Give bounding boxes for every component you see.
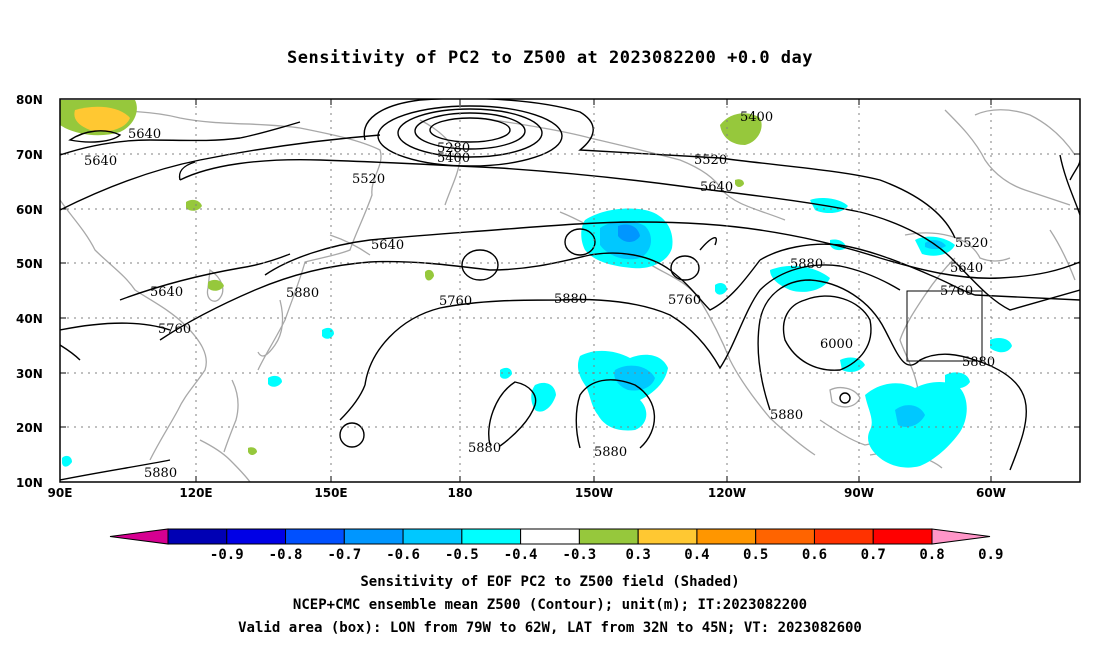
grid-lines xyxy=(60,99,1080,482)
color-bar-box xyxy=(520,528,580,545)
color-bar-box xyxy=(578,528,639,545)
contour-label: 5880 xyxy=(962,355,995,370)
contour-label: 5760 xyxy=(158,322,191,337)
color-bar-label: -0.5 xyxy=(445,547,479,563)
color-bar-label: 0.3 xyxy=(626,547,651,563)
color-bar-label: -0.9 xyxy=(210,547,244,563)
color-bar-label: -0.7 xyxy=(327,547,361,563)
contour-label: 5640 xyxy=(84,154,117,169)
color-bar-box xyxy=(461,528,522,545)
contour-label: 5640 xyxy=(371,238,404,253)
lat-label: 70N xyxy=(16,148,43,162)
contour-label: 5880 xyxy=(554,292,587,307)
color-bar-box xyxy=(402,528,463,545)
color-bar: -0.9 -0.8 -0.7 -0.6 -0.5 -0.4 -0.3 0.3 0.4 0.5 0.6… xyxy=(109,528,1004,563)
color-bar-labels: -0.9 -0.8 -0.7 -0.6 -0.5 -0.4 -0.3 0.3 0.4 0.5 0.6… xyxy=(210,547,1004,563)
color-bar-triangle-low xyxy=(109,528,169,545)
color-bar-box xyxy=(343,528,404,545)
z500-contours xyxy=(60,99,1080,481)
color-bar-label: -0.8 xyxy=(269,547,303,563)
contour-label: 5520 xyxy=(955,236,988,251)
contour-label: 5880 xyxy=(286,286,319,301)
lon-label: 150E xyxy=(314,486,347,500)
lat-label: 40N xyxy=(16,312,43,326)
color-bar-label: 0.4 xyxy=(684,547,709,563)
lat-label: 10N xyxy=(16,476,43,490)
contour-label: 5400 xyxy=(740,110,773,125)
contour-label: 5760 xyxy=(940,284,973,299)
contour-label: 5640 xyxy=(128,127,161,142)
contour-label: 5640 xyxy=(150,285,183,300)
color-bar-box xyxy=(226,528,287,545)
color-bar-label: -0.4 xyxy=(504,547,538,563)
caption-shading: Sensitivity of EOF PC2 to Z500 field (Sh… xyxy=(360,574,740,590)
color-bar-box xyxy=(755,528,815,545)
color-bar-boxes xyxy=(109,528,991,545)
caption-valid-area: Valid area (box): LON from 79W to 62W, L… xyxy=(238,620,862,636)
contour-label: 5880 xyxy=(468,441,501,456)
color-bar-box xyxy=(285,528,345,545)
color-bar-label: -0.6 xyxy=(386,547,420,563)
lat-label: 60N xyxy=(16,203,43,217)
tick-marks xyxy=(60,99,1080,482)
contour-label: 5880 xyxy=(144,466,177,481)
lat-label: 80N xyxy=(16,93,43,107)
color-bar-label: 0.6 xyxy=(802,547,827,563)
contour-label: 5640 xyxy=(950,261,983,276)
lat-label: 50N xyxy=(16,257,43,271)
contour-label: 5880 xyxy=(594,445,627,460)
lon-label: 120E xyxy=(179,486,212,500)
color-bar-box xyxy=(872,528,933,545)
color-bar-box xyxy=(167,528,228,545)
color-bar-box xyxy=(637,528,698,545)
map-title: Sensitivity of PC2 to Z500 at 2023082200… xyxy=(286,48,813,68)
color-bar-label: 0.5 xyxy=(743,547,768,563)
color-bar-label: 0.7 xyxy=(861,547,886,563)
contour-labels: 5640 5640 5280 5400 5400 5520 5520 5640 … xyxy=(84,110,995,481)
lon-label: 90E xyxy=(48,486,73,500)
color-bar-label: 0.8 xyxy=(919,547,944,563)
contour-label: 5280 xyxy=(437,141,470,156)
lon-label: 60W xyxy=(976,486,1006,500)
lat-label: 20N xyxy=(16,421,43,435)
contour-label: 5760 xyxy=(439,294,472,309)
color-bar-triangle-high xyxy=(931,528,991,545)
latitude-labels: 80N 70N 60N 50N 40N 30N 20N 10N xyxy=(16,93,43,490)
coastlines xyxy=(60,109,1076,482)
contour-label: 5760 xyxy=(668,293,701,308)
color-bar-label: -0.3 xyxy=(563,547,597,563)
lat-label: 30N xyxy=(16,367,43,381)
longitude-labels: 90E 120E 150E 180 150W 120W 90W 60W xyxy=(48,486,1006,500)
sensitivity-map: 5640 5640 5280 5400 5400 5520 5520 5640 … xyxy=(16,93,1081,500)
map-frame xyxy=(59,98,1081,483)
contour-label: 6000 xyxy=(820,337,853,352)
contour-label: 5880 xyxy=(790,257,823,272)
contour-label: 5640 xyxy=(700,180,733,195)
contour-label: 5880 xyxy=(770,408,803,423)
sensitivity-shading xyxy=(60,100,1012,468)
lon-label: 180 xyxy=(447,486,472,500)
caption-contour: NCEP+CMC ensemble mean Z500 (Contour); u… xyxy=(292,597,808,613)
contour-label: 5520 xyxy=(352,172,385,187)
lon-label: 90W xyxy=(844,486,874,500)
lon-label: 150W xyxy=(575,486,613,500)
color-bar-label: 0.9 xyxy=(978,547,1003,563)
contour-label: 5400 xyxy=(437,151,470,166)
lon-label: 120W xyxy=(708,486,746,500)
contour-label: 5520 xyxy=(694,153,727,168)
color-bar-box xyxy=(696,528,757,545)
color-bar-box xyxy=(813,528,874,545)
valid-area-box xyxy=(906,290,983,362)
